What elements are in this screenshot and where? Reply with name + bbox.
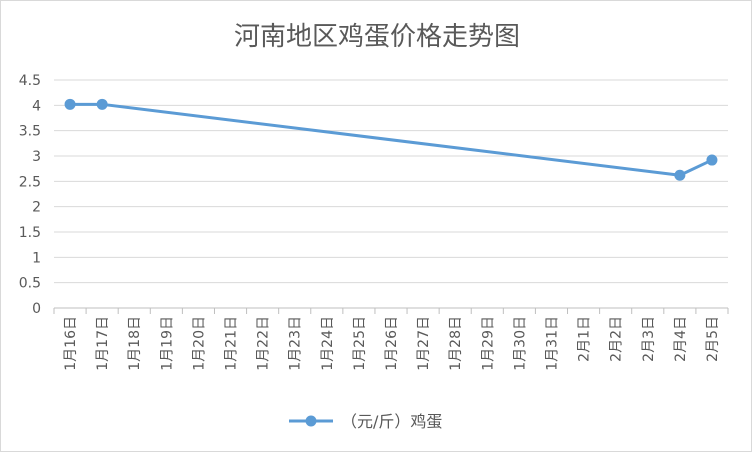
y-tick-label: 1 (32, 250, 41, 266)
x-tick-label: 1月17日 (95, 316, 111, 371)
x-tick-label: 1月16日 (63, 316, 79, 371)
data-point[interactable] (674, 169, 686, 181)
x-tick-label: 1月23日 (288, 316, 304, 371)
series-layer (64, 98, 718, 181)
y-tick-label: 0.5 (19, 276, 41, 292)
x-tick-label: 1月24日 (320, 316, 336, 371)
y-tick-label: 3.5 (19, 124, 41, 140)
y-tick-label: 0 (32, 301, 41, 317)
x-tick-label: 1月29日 (480, 316, 496, 371)
y-tick-label: 4 (32, 98, 41, 114)
x-tick-label: 1月26日 (384, 316, 400, 371)
x-tick-label: 1月25日 (352, 316, 368, 371)
x-tick-label: 2月1日 (577, 316, 593, 362)
legend-marker (305, 415, 317, 427)
data-point[interactable] (64, 98, 76, 110)
x-tick-label: 1月27日 (416, 316, 432, 371)
gridlines (54, 79, 728, 284)
x-tick-label: 1月30日 (512, 316, 528, 371)
x-tick-label: 2月3日 (641, 316, 657, 362)
series-line (70, 102, 713, 177)
y-tick-label: 2 (32, 200, 41, 216)
x-tick-label: 1月19日 (159, 316, 175, 371)
chart-title: 河南地区鸡蛋价格走势图 (234, 22, 520, 52)
data-point[interactable] (96, 98, 108, 110)
x-tick-label: 1月31日 (544, 316, 560, 371)
x-tick-label: 1月22日 (256, 316, 272, 371)
y-tick-label: 4.5 (19, 73, 41, 89)
y-axis-ticks: 0 0.5 1 1.5 2 2.5 3 3.5 4 4.5 (19, 73, 41, 317)
legend[interactable]: （元/斤）鸡蛋 (289, 412, 442, 431)
x-tick-label: 1月21日 (224, 316, 240, 371)
y-tick-label: 3 (32, 149, 41, 165)
data-point[interactable] (706, 154, 718, 166)
x-tick-label: 2月4日 (673, 316, 689, 362)
legend-entry-label: （元/斤）鸡蛋 (341, 412, 442, 431)
x-tick-label: 2月2日 (609, 316, 625, 362)
y-tick-label: 1.5 (19, 225, 41, 241)
x-tick-label: 2月5日 (705, 316, 721, 362)
x-axis: 1月16日 1月17日 1月18日 1月19日 1月20日 1月21日 1月22日 1月23日… (53, 307, 729, 371)
x-tick-label: 1月20日 (191, 316, 207, 371)
x-tick-label: 1月28日 (448, 316, 464, 371)
y-tick-label: 2.5 (19, 174, 41, 190)
x-tick-label: 1月18日 (127, 316, 143, 371)
